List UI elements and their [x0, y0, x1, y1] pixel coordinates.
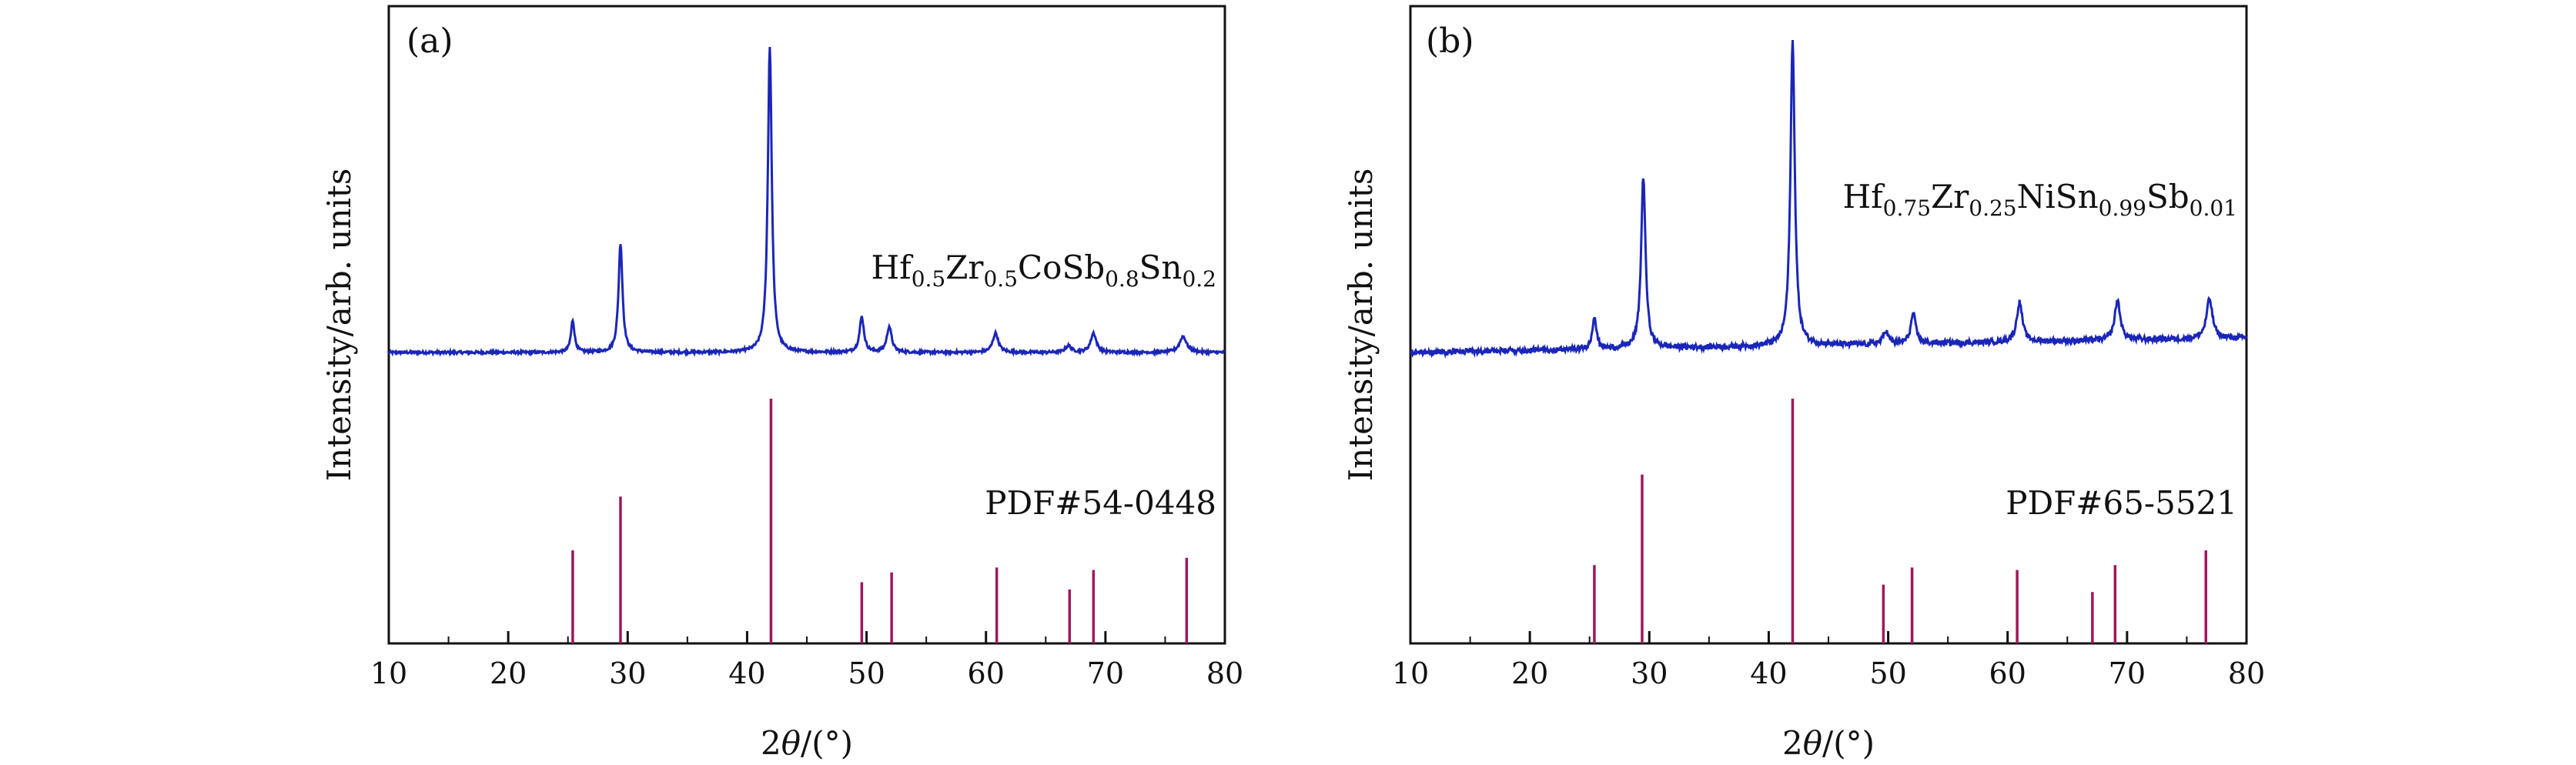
sample-formula-a: Hf0.5Zr0.5CoSb0.8Sn0.2	[871, 249, 1216, 292]
x-tick-label-b-10: 10	[1392, 656, 1429, 690]
reference-lines-a	[571, 399, 1189, 643]
x-axis-label-a: 2θ/(°)	[761, 724, 853, 762]
x-tick-label-b-40: 40	[1750, 656, 1787, 690]
x-ticks-a: 10 20 30 40 50 60 70 80	[370, 631, 1243, 690]
x-tick-label-b-50: 50	[1869, 656, 1906, 690]
x-tick-label-a-20: 20	[490, 656, 527, 690]
y-axis-label-b: Intensity/arb. units	[1342, 169, 1380, 482]
x-tick-label-a-70: 70	[1087, 656, 1124, 690]
x-tick-label-b-80: 80	[2228, 656, 2265, 690]
y-axis-label-a: Intensity/arb. units	[320, 169, 358, 482]
panel-label-a: (a)	[406, 22, 453, 61]
x-tick-label-a-60: 60	[968, 656, 1005, 690]
x-tick-label-b-70: 70	[2109, 656, 2146, 690]
x-tick-label-a-50: 50	[848, 656, 885, 690]
x-tick-label-b-20: 20	[1511, 656, 1548, 690]
x-ticks-b: 10 20 30 40 50 60 70 80	[1392, 631, 2265, 690]
sample-formula-b: Hf0.75Zr0.25NiSn0.99Sb0.01	[1843, 178, 2238, 221]
panel-label-b: (b)	[1426, 22, 1474, 61]
panel-b: (b) 10 20 30 40 50 60 70 80 Hf0.75Zr0.25NiSn0.9…	[1342, 5, 2265, 762]
x-tick-label-b-30: 30	[1631, 656, 1668, 690]
x-axis-label-b: 2θ/(°)	[1782, 724, 1875, 762]
x-tick-label-a-80: 80	[1206, 656, 1243, 690]
xrd-pattern-a	[387, 46, 1225, 358]
panel-a: (a) 10 20 30 40 50 60 70 80 Hf0.5Zr0.5CoSb0.8Sn…	[320, 5, 1243, 762]
reference-label-b: PDF#65-5521	[2006, 484, 2237, 522]
x-tick-label-a-10: 10	[370, 656, 407, 690]
reference-lines-b	[1593, 399, 2208, 643]
plot-frame-a	[387, 5, 1226, 645]
x-tick-label-a-30: 30	[609, 656, 646, 690]
x-tick-label-b-60: 60	[1989, 656, 2026, 690]
x-tick-label-a-40: 40	[728, 656, 765, 690]
xrd-pattern-b	[1410, 40, 2248, 359]
reference-label-a: PDF#54-0448	[985, 484, 1216, 522]
